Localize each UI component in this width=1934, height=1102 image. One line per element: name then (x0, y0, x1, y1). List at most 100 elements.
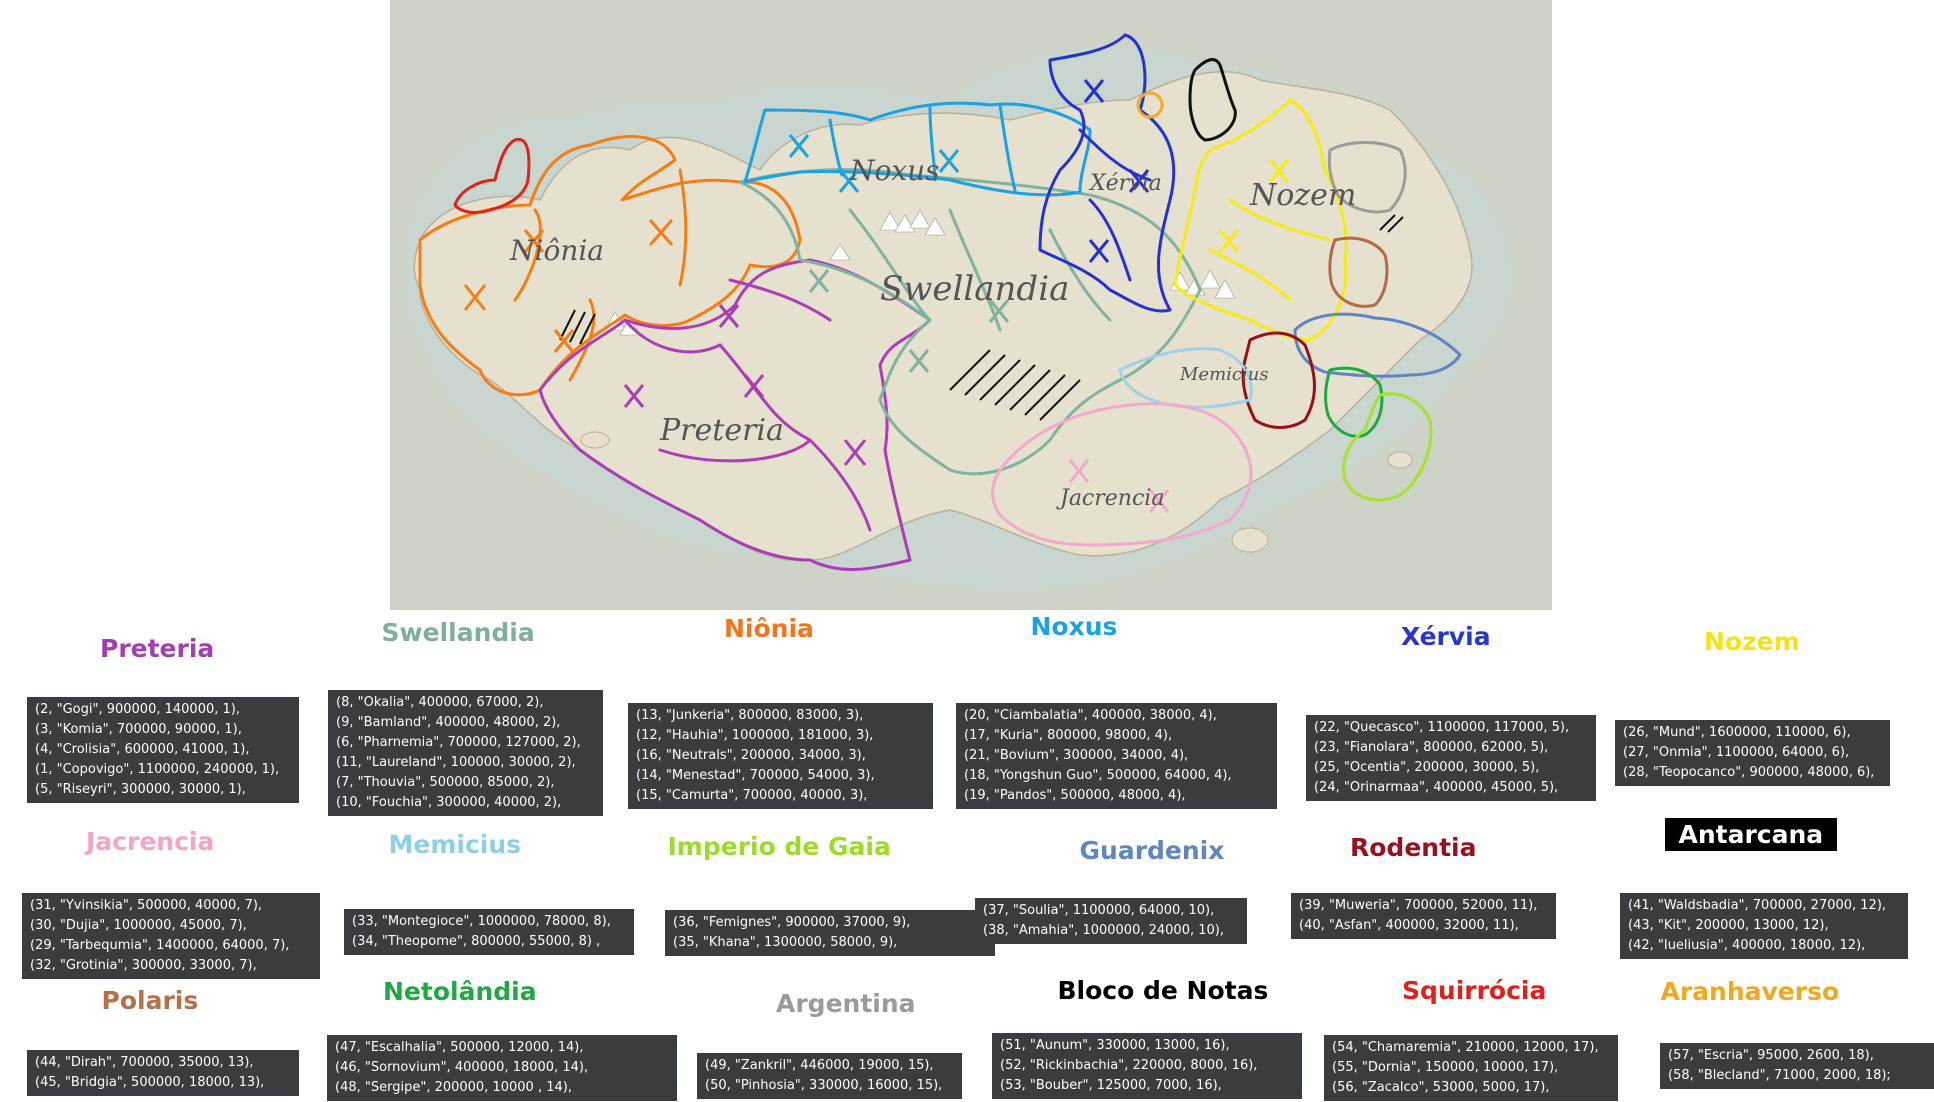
country-title: Argentina (776, 989, 916, 1018)
country-data-box: (41, "Waldsbadia", 700000, 27000, 12), (4… (1620, 893, 1908, 959)
country-title: Guardenix (1079, 836, 1225, 865)
world-map: Niônia Noxus Xérvia Nozem Swellandia Preteria… (390, 0, 1552, 610)
territory-entry: (18, "Yongshun Guo", 500000, 64000, 4), (964, 768, 1232, 783)
country-data-box: (44, "Dirah", 700000, 35000, 13), (45, "B… (27, 1050, 299, 1096)
map-label: Nozem (1249, 178, 1356, 213)
map-labels: Niônia Noxus Xérvia Nozem Swellandia Preteria… (509, 154, 1356, 511)
country-title: Swellandia (381, 618, 535, 647)
country-data-box: (37, "Soulia", 1100000, 64000, 10), (38, … (975, 898, 1247, 944)
region-nozem (1173, 98, 1348, 342)
territory-entry: (35, "Khana", 1300000, 58000, 9), (673, 935, 898, 950)
region-polaris (1328, 236, 1389, 308)
territory-entry: (41, "Waldsbadia", 700000, 27000, 12), (1628, 898, 1887, 913)
country-data-box: (31, "Yvinsikia", 500000, 40000, 7), (30,… (22, 893, 320, 979)
territory-entry: (6, "Pharnemia", 700000, 127000, 2), (336, 735, 581, 750)
territory-entry: (36, "Femignes", 900000, 37000, 9), (673, 915, 911, 930)
territory-entry: (15, "Camurta", 700000, 40000, 3), (636, 788, 868, 803)
country-title: Noxus (1030, 612, 1118, 641)
country-data-box: (36, "Femignes", 900000, 37000, 9), (35, … (665, 910, 995, 956)
territory-entry: (57, "Escria", 95000, 2600, 18), (1668, 1048, 1874, 1063)
territory-entry: (14, "Menestad", 700000, 54000, 3), (636, 768, 875, 783)
region-gaia (1342, 392, 1433, 502)
country-data-box: (26, "Mund", 1600000, 110000, 6), (27, "O… (1615, 720, 1890, 786)
country-data-box: (22, "Quecasco", 1100000, 117000, 5), (23… (1306, 715, 1596, 801)
territory-entry: (27, "Onmia", 1100000, 64000, 6), (1623, 745, 1850, 760)
territory-markers (463, 79, 1290, 513)
territory-entry: (11, "Laureland", 100000, 30000, 2), (336, 755, 576, 770)
territory-entry: (53, "Bouber", 125000, 7000, 16), (1000, 1078, 1222, 1093)
map-label: Xérvia (1088, 171, 1162, 196)
country-data-box: (20, "Ciambalatia", 400000, 38000, 4), (1… (956, 703, 1277, 809)
region-aranhaverso (1136, 91, 1164, 119)
country-title: Jacrencia (86, 827, 215, 856)
territory-entry: (28, "Teopocanco", 900000, 48000, 6), (1623, 765, 1875, 780)
territory-entry: (43, "Kit", 200000, 13000, 12), (1628, 918, 1829, 933)
territory-entry: (19, "Pandos", 500000, 48000, 4), (964, 788, 1186, 803)
territory-entry: (51, "Aunum", 330000, 13000, 16), (1000, 1038, 1230, 1053)
territory-entry: (30, "Dujia", 1000000, 45000, 7), (30, 918, 247, 933)
country-title: Aranhaverso (1660, 977, 1840, 1006)
country-title: Rodentia (1350, 833, 1477, 862)
territory-entry: (13, "Junkeria", 800000, 83000, 3), (636, 708, 864, 723)
territory-entry: (46, "Sornovium", 400000, 18000, 14), (335, 1060, 589, 1075)
country-title: Antarcana (1664, 818, 1838, 851)
country-title: Xérvia (1401, 622, 1491, 651)
region-jacrencia (991, 402, 1253, 547)
territory-entry: (34, "Theopome", 800000, 55000, 8) , (352, 934, 601, 949)
country-title: Netolândia (383, 977, 537, 1006)
map-label: Jacrencia (1056, 486, 1164, 511)
map-label: Memicius (1179, 364, 1269, 385)
country-title: Polaris (101, 986, 199, 1015)
map-label: Swellandia (880, 269, 1069, 309)
map-label: Niônia (509, 234, 604, 267)
country-data-box: (2, "Gogi", 900000, 140000, 1), (3, "Komi… (27, 697, 299, 803)
territory-entry: (44, "Dirah", 700000, 35000, 13), (35, 1055, 254, 1070)
territory-entry: (5, "Riseyri", 300000, 30000, 1), (35, 782, 246, 797)
country-data-box: (54, "Chamaremia", 210000, 12000, 17), (5… (1324, 1035, 1618, 1101)
territory-entry: (49, "Zankril", 446000, 19000, 15), (705, 1058, 934, 1073)
region-noxus (743, 101, 1092, 197)
island (580, 431, 610, 449)
territory-entry: (58, "Blecland", 71000, 2000, 18); (1668, 1068, 1891, 1083)
territory-entry: (52, "Rickinbachia", 220000, 8000, 16), (1000, 1058, 1258, 1073)
island (1387, 451, 1413, 469)
country-data-box: (8, "Okalia", 400000, 67000, 2), (9, "Bam… (328, 690, 603, 816)
region-antarcana (1188, 58, 1237, 142)
country-data-box: (49, "Zankril", 446000, 19000, 15), (50, … (697, 1053, 962, 1099)
country-title: Nozem (1704, 627, 1800, 656)
territory-entry: (29, "Tarbequmia", 1400000, 64000, 7), (30, 938, 290, 953)
territory-entry: (3, "Komia", 700000, 90000, 1), (35, 722, 242, 737)
region-rodentia (1241, 331, 1316, 429)
country-data-box: (33, "Montegioce", 1000000, 78000, 8), (3… (344, 909, 634, 955)
map-label: Noxus (849, 154, 940, 187)
territory-entry: (55, "Dornia", 150000, 10000, 17), (1332, 1060, 1559, 1075)
map-label: Preteria (659, 413, 784, 448)
region-argentina (1327, 141, 1407, 214)
territory-entry: (16, "Neutrals", 200000, 34000, 3), (636, 748, 866, 763)
territory-entry: (2, "Gogi", 900000, 140000, 1), (35, 702, 240, 717)
territory-entry: (32, "Grotinia", 300000, 33000, 7), (30, 958, 257, 973)
territory-entry: (12, "Hauhia", 1000000, 181000, 3), (636, 728, 874, 743)
territory-entry: (8, "Okalia", 400000, 67000, 2), (336, 695, 544, 710)
country-title: Squirrócia (1402, 976, 1547, 1005)
territory-entry: (9, "Bamland", 400000, 48000, 2), (336, 715, 561, 730)
territory-entry: (24, "Orinarmaa", 400000, 45000, 5), (1314, 780, 1559, 795)
territory-entry: (20, "Ciambalatia", 400000, 38000, 4), (964, 708, 1217, 723)
territory-entry: (33, "Montegioce", 1000000, 78000, 8), (352, 914, 611, 929)
region-xervia (1038, 33, 1176, 313)
territory-entry: (37, "Soulia", 1100000, 64000, 10), (983, 903, 1215, 918)
country-data-box: (51, "Aunum", 330000, 13000, 16), (52, "R… (992, 1033, 1302, 1099)
territory-entry: (54, "Chamaremia", 210000, 12000, 17), (1332, 1040, 1599, 1055)
territory-entry: (21, "Bovium", 300000, 34000, 4), (964, 748, 1189, 763)
country-data-box: (39, "Muweria", 700000, 52000, 11), (40, … (1291, 893, 1556, 939)
island (1231, 527, 1269, 553)
territory-entry: (45, "Bridgia", 500000, 18000, 13), (35, 1075, 265, 1090)
country-data-box: (57, "Escria", 95000, 2600, 18), (58, "Bl… (1660, 1043, 1934, 1089)
territory-entry: (4, "Crolisia", 600000, 41000, 1), (35, 742, 250, 757)
territory-entry: (56, "Zacalco", 53000, 5000, 17), (1332, 1080, 1550, 1095)
territory-entry: (1, "Copovigo", 1100000, 240000, 1), (35, 762, 280, 777)
region-squirrocia (453, 137, 531, 214)
territory-entry: (40, "Asfan", 400000, 32000, 11), (1299, 918, 1519, 933)
region-memicius (1118, 347, 1253, 409)
territory-entry: (47, "Escalhalia", 500000, 12000, 14), (335, 1040, 584, 1055)
